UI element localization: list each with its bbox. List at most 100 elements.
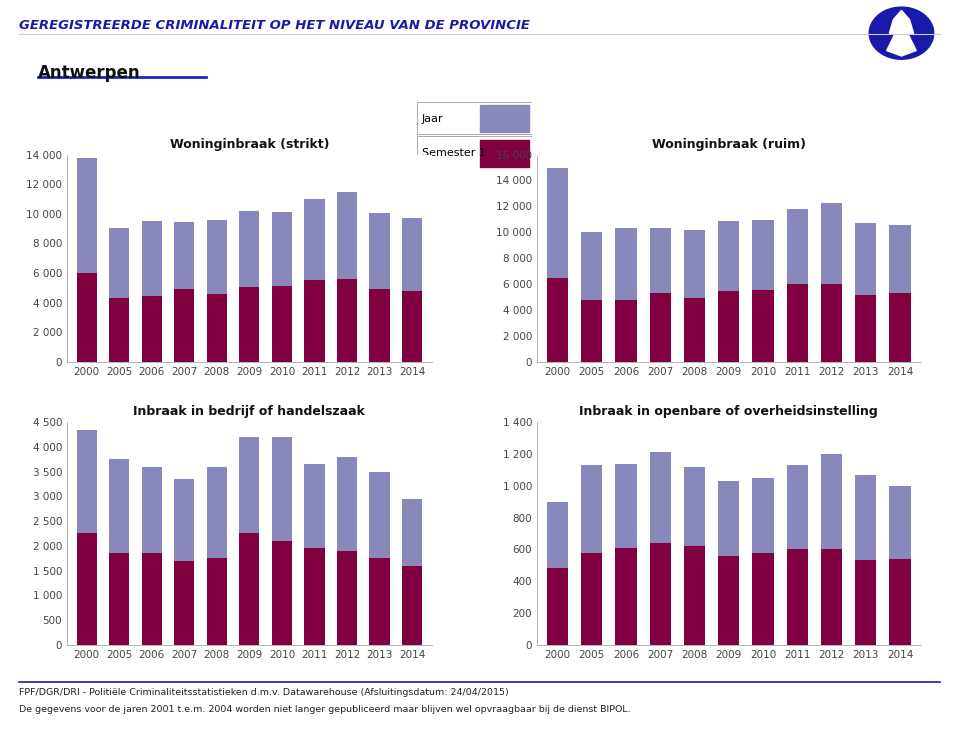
Text: Semester 1: Semester 1: [422, 148, 485, 158]
Bar: [109, 459, 129, 553]
Text: Antwerpen: Antwerpen: [38, 64, 141, 82]
Bar: [890, 293, 911, 362]
Bar: [207, 558, 227, 645]
Bar: [547, 569, 569, 645]
Bar: [337, 279, 357, 362]
Bar: [271, 437, 292, 541]
Bar: [271, 286, 292, 362]
Bar: [753, 553, 774, 645]
FancyBboxPatch shape: [417, 136, 532, 170]
Bar: [718, 291, 739, 362]
Bar: [402, 291, 422, 362]
Bar: [650, 293, 671, 362]
Bar: [175, 479, 195, 561]
Title: Inbraak in openbare of overheidsinstelling: Inbraak in openbare of overheidsinstelli…: [579, 406, 878, 418]
Bar: [239, 437, 260, 534]
Bar: [109, 553, 129, 645]
Bar: [890, 559, 911, 645]
Text: De gegevens voor de jaren 2001 t.e.m. 2004 worden niet langer gepubliceerd maar : De gegevens voor de jaren 2001 t.e.m. 20…: [19, 705, 631, 714]
Bar: [77, 534, 97, 645]
Bar: [581, 299, 602, 362]
Bar: [109, 299, 129, 362]
Bar: [718, 556, 739, 645]
Bar: [855, 295, 877, 362]
Bar: [855, 223, 877, 295]
FancyBboxPatch shape: [417, 102, 532, 134]
Bar: [239, 534, 260, 645]
Bar: [271, 541, 292, 645]
Bar: [616, 464, 637, 547]
Title: Inbraak in bedrijf of handelszaak: Inbraak in bedrijf of handelszaak: [133, 406, 365, 418]
Bar: [684, 546, 705, 645]
Bar: [650, 452, 671, 543]
Bar: [402, 218, 422, 291]
Bar: [718, 221, 739, 291]
Bar: [77, 430, 97, 534]
Bar: [175, 561, 195, 645]
Bar: [271, 212, 292, 286]
Bar: [304, 280, 324, 362]
Bar: [684, 298, 705, 362]
Bar: [109, 228, 129, 299]
Text: Jaar: Jaar: [422, 114, 443, 124]
Bar: [684, 230, 705, 298]
Bar: [304, 548, 324, 645]
Bar: [480, 106, 528, 133]
Bar: [786, 550, 808, 645]
Bar: [821, 454, 842, 550]
Bar: [304, 464, 324, 548]
Bar: [855, 560, 877, 645]
Bar: [369, 290, 389, 362]
Bar: [786, 209, 808, 284]
Bar: [581, 553, 602, 645]
Bar: [650, 228, 671, 293]
Bar: [786, 284, 808, 362]
Text: FPF/DGR/DRI - Politiële Criminaliteitsstatistieken d.m.v. Datawarehouse (Afsluit: FPF/DGR/DRI - Politiële Criminaliteitsst…: [19, 688, 509, 697]
Bar: [616, 547, 637, 645]
Bar: [753, 478, 774, 553]
Bar: [821, 284, 842, 362]
Bar: [821, 550, 842, 645]
Bar: [369, 472, 389, 558]
Bar: [480, 139, 528, 167]
Bar: [142, 296, 162, 362]
Bar: [142, 553, 162, 645]
Bar: [650, 543, 671, 645]
Bar: [207, 294, 227, 362]
Title: Woninginbraak (strikt): Woninginbraak (strikt): [170, 138, 329, 151]
Bar: [402, 566, 422, 645]
Bar: [718, 481, 739, 556]
Bar: [684, 467, 705, 546]
Bar: [142, 221, 162, 296]
Bar: [581, 465, 602, 553]
Bar: [369, 558, 389, 645]
Bar: [616, 299, 637, 362]
Polygon shape: [869, 7, 934, 60]
Bar: [855, 475, 877, 560]
Bar: [175, 222, 195, 290]
Bar: [402, 499, 422, 566]
Bar: [142, 467, 162, 553]
Bar: [753, 220, 774, 290]
Bar: [753, 290, 774, 362]
Bar: [890, 225, 911, 293]
Bar: [616, 228, 637, 299]
Bar: [337, 550, 357, 645]
Bar: [207, 220, 227, 294]
Bar: [239, 287, 260, 362]
Polygon shape: [887, 11, 916, 56]
Bar: [304, 199, 324, 280]
Bar: [547, 501, 569, 569]
Bar: [369, 213, 389, 290]
Bar: [207, 467, 227, 558]
Title: Woninginbraak (ruim): Woninginbraak (ruim): [652, 138, 806, 151]
Bar: [239, 211, 260, 287]
Bar: [547, 277, 569, 362]
Bar: [581, 231, 602, 299]
Bar: [821, 203, 842, 284]
Bar: [337, 192, 357, 279]
Bar: [890, 486, 911, 559]
Bar: [77, 273, 97, 362]
Text: GEREGISTREERDE CRIMINALITEIT OP HET NIVEAU VAN DE PROVINCIE: GEREGISTREERDE CRIMINALITEIT OP HET NIVE…: [19, 19, 530, 32]
Bar: [337, 457, 357, 550]
